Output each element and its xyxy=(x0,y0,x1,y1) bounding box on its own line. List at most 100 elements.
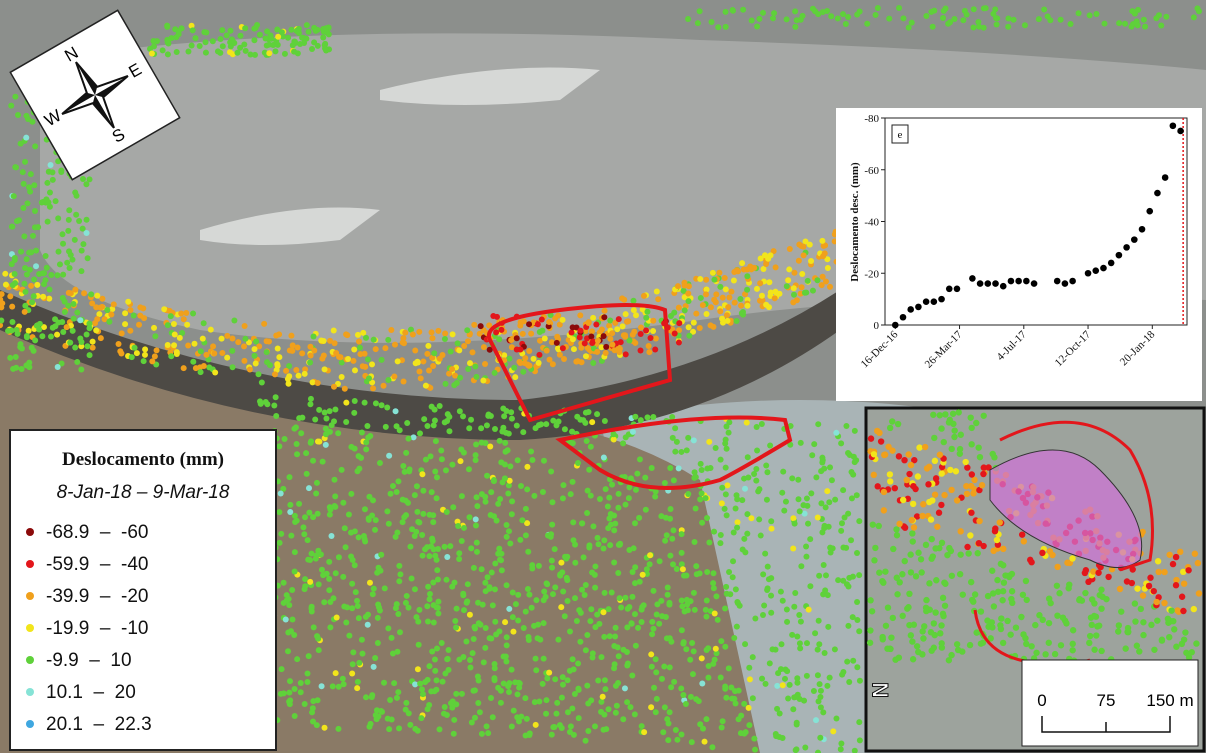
point xyxy=(302,701,308,707)
point xyxy=(1124,629,1130,635)
point xyxy=(1087,633,1093,639)
point xyxy=(356,339,362,345)
point xyxy=(756,516,762,522)
point xyxy=(620,647,626,653)
point xyxy=(919,651,925,657)
point xyxy=(490,714,496,720)
point xyxy=(385,377,391,383)
point xyxy=(271,403,277,409)
point xyxy=(1093,11,1099,17)
point xyxy=(867,627,873,633)
point xyxy=(22,303,28,309)
point xyxy=(332,493,338,499)
point xyxy=(541,458,547,464)
point xyxy=(523,732,529,738)
legend-label: -59.9 – -40 xyxy=(46,554,148,575)
point xyxy=(510,629,516,635)
point xyxy=(753,466,759,472)
point xyxy=(856,572,862,578)
point xyxy=(511,708,517,714)
point xyxy=(940,15,946,21)
point xyxy=(744,287,750,293)
point xyxy=(892,485,898,491)
point xyxy=(509,416,515,422)
point xyxy=(614,703,620,709)
point xyxy=(785,277,791,283)
point xyxy=(1134,585,1140,591)
point xyxy=(816,618,822,624)
point xyxy=(637,579,643,585)
point xyxy=(417,430,423,436)
point xyxy=(857,678,863,684)
point xyxy=(584,632,590,638)
point xyxy=(833,430,839,436)
point xyxy=(845,511,851,517)
point xyxy=(404,420,410,426)
point xyxy=(455,340,461,346)
point xyxy=(844,659,850,665)
point xyxy=(289,587,295,593)
point xyxy=(309,551,315,557)
point xyxy=(908,569,914,575)
point xyxy=(481,344,487,350)
point xyxy=(998,561,1004,567)
point xyxy=(310,379,316,385)
point xyxy=(680,692,686,698)
point xyxy=(346,511,352,517)
point xyxy=(594,349,600,355)
point xyxy=(722,440,728,446)
point xyxy=(1161,600,1167,606)
point xyxy=(784,619,790,625)
point xyxy=(405,436,411,442)
point xyxy=(688,694,694,700)
point xyxy=(703,291,709,297)
point xyxy=(529,457,535,463)
point xyxy=(976,540,982,546)
point xyxy=(703,277,709,283)
point xyxy=(832,646,838,652)
point xyxy=(8,103,14,109)
point xyxy=(742,549,748,555)
panel-label: e xyxy=(898,129,903,141)
point xyxy=(665,584,671,590)
point xyxy=(264,349,270,355)
point xyxy=(711,277,717,283)
point xyxy=(287,678,293,684)
point xyxy=(21,233,27,239)
point xyxy=(363,335,369,341)
point xyxy=(773,264,779,270)
point xyxy=(747,263,753,269)
point xyxy=(690,671,696,677)
point xyxy=(473,442,479,448)
point xyxy=(808,490,814,496)
point xyxy=(9,304,15,310)
point xyxy=(652,494,658,500)
point xyxy=(734,496,740,502)
point xyxy=(87,352,93,358)
point xyxy=(311,39,317,45)
point xyxy=(613,710,619,716)
point xyxy=(419,471,425,477)
point xyxy=(893,526,899,532)
point xyxy=(59,231,65,237)
point xyxy=(846,575,852,581)
point xyxy=(1181,636,1187,642)
point xyxy=(909,638,915,644)
point xyxy=(546,670,552,676)
point xyxy=(879,578,885,584)
point xyxy=(664,532,670,538)
point xyxy=(198,348,204,354)
point xyxy=(577,639,583,645)
point xyxy=(815,11,821,17)
point xyxy=(838,741,844,747)
point xyxy=(630,298,636,304)
point xyxy=(295,50,301,56)
point xyxy=(388,491,394,497)
point xyxy=(928,516,934,522)
point xyxy=(492,426,498,432)
point xyxy=(850,658,856,664)
point xyxy=(653,656,659,662)
point xyxy=(583,738,589,744)
point xyxy=(647,561,653,567)
point xyxy=(500,405,506,411)
